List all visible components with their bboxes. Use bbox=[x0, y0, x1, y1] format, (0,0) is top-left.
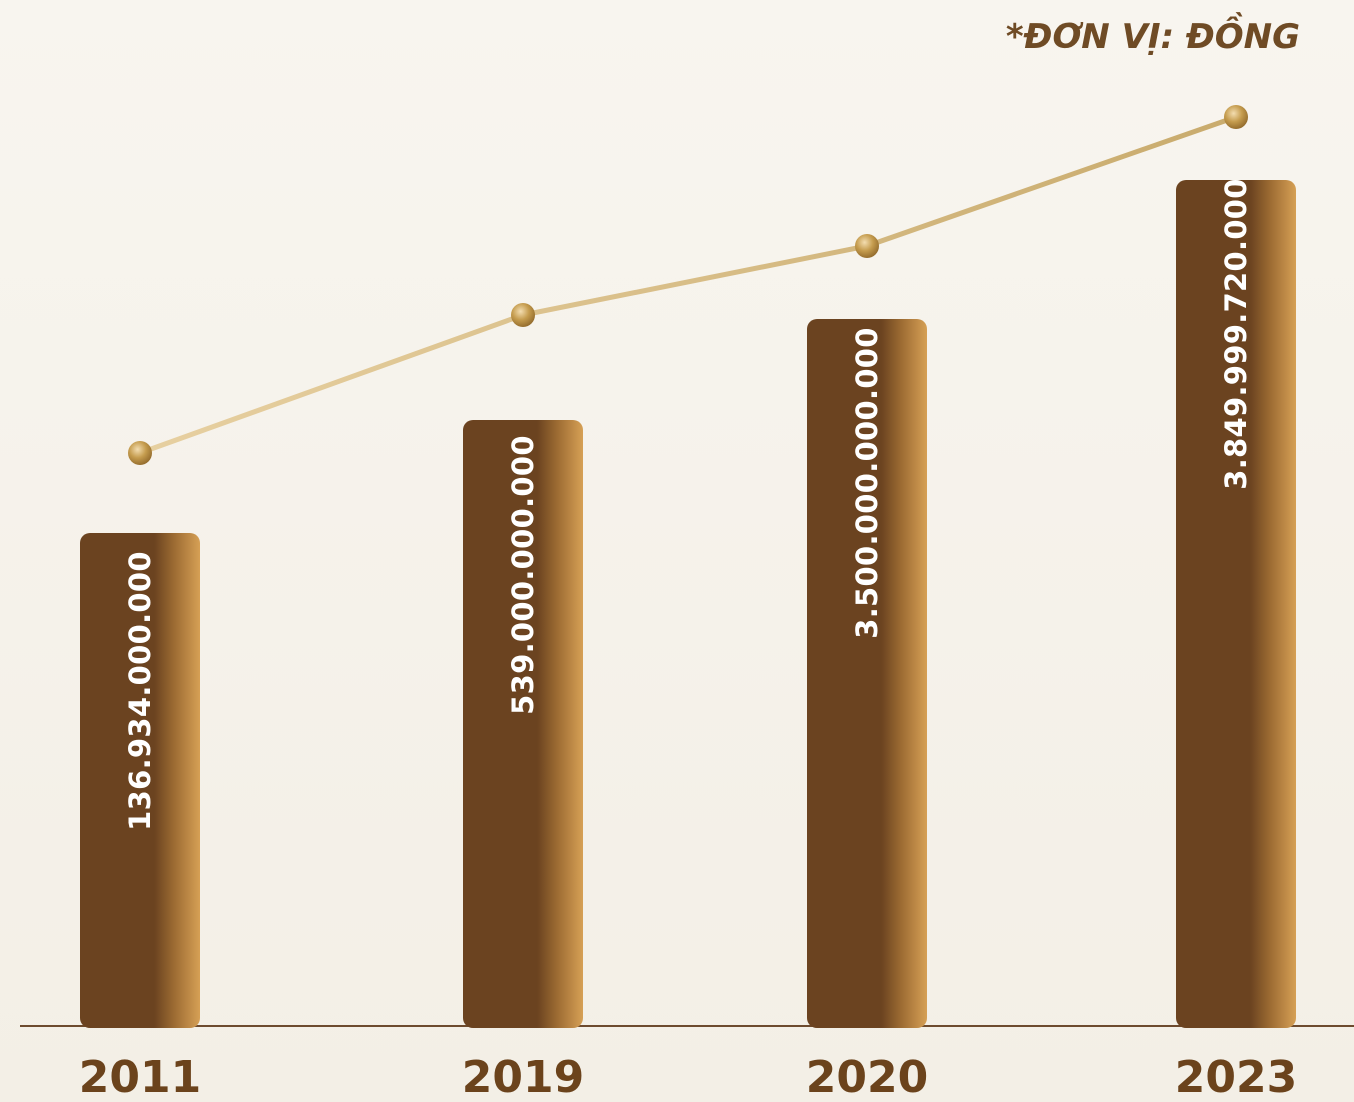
bar-value-label-2020: 3.500.000.000.000 bbox=[850, 327, 884, 638]
trend-point-2011 bbox=[128, 441, 152, 465]
bar-2020 bbox=[807, 319, 927, 1028]
bar-2019 bbox=[463, 420, 583, 1028]
trend-point-2020 bbox=[855, 234, 879, 258]
bar-value-label-2019: 539.000.000.000 bbox=[506, 435, 540, 715]
bar-value-label-2023: 3.849.999.720.000 bbox=[1219, 178, 1253, 489]
year-labels-layer: 2011 2019 2020 2023 bbox=[79, 1052, 1297, 1102]
trend-points-layer bbox=[128, 105, 1248, 465]
unit-note: *ĐƠN VỊ: ĐỒNG bbox=[1006, 11, 1300, 57]
bar-2023 bbox=[1176, 180, 1296, 1028]
bar-value-label-2011: 136.934.000.000 bbox=[123, 551, 157, 831]
x-tick-label-2023: 2023 bbox=[1175, 1052, 1297, 1102]
bar-2011 bbox=[80, 533, 200, 1028]
x-tick-label-2011: 2011 bbox=[79, 1052, 201, 1102]
trend-point-2023 bbox=[1224, 105, 1248, 129]
trend-point-2019 bbox=[511, 303, 535, 327]
x-tick-label-2019: 2019 bbox=[462, 1052, 584, 1102]
bars-layer: 136.934.000.000 539.000.000.000 3.500.000.… bbox=[80, 178, 1296, 1028]
trend-line bbox=[137, 114, 1239, 456]
x-tick-label-2020: 2020 bbox=[806, 1052, 928, 1102]
